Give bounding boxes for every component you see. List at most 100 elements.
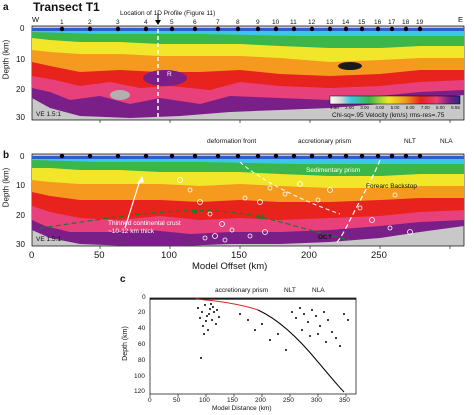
- depth-tick-a: 0: [20, 24, 25, 33]
- colorbar-tick: 4.00: [375, 105, 385, 110]
- accretionary-prism-label-b: accretionary prism: [298, 138, 352, 145]
- velocity-model-a: [31, 13, 465, 123]
- station-number: 4: [144, 19, 148, 26]
- depth-tick-b: 30: [16, 240, 25, 249]
- east-label: E: [458, 15, 464, 24]
- station-number: 19: [416, 19, 424, 26]
- nla-label-c: NLA: [312, 287, 325, 294]
- station-number: 10: [272, 19, 280, 26]
- station-number: 13: [326, 19, 334, 26]
- crust-arrowhead: [137, 176, 144, 184]
- sedimentary-prism-label: Sedimentary prism: [306, 167, 361, 174]
- station-number: 7: [216, 19, 220, 26]
- profile-location-label: Location of 1D Profile (Figure 11): [120, 10, 216, 17]
- colorbar-tick: 5.00: [390, 105, 400, 110]
- station-number: 17: [388, 19, 396, 26]
- x-tick-b: 100: [161, 250, 177, 261]
- x-tick-b: 250: [371, 250, 387, 261]
- x-tick-c: 100: [199, 397, 210, 404]
- y-axis-label-c: Depth (km): [121, 326, 129, 361]
- crust-arrow: [124, 179, 141, 229]
- panel-a-label: a: [3, 2, 9, 13]
- colorbar-tick: 8.00: [435, 105, 445, 110]
- x-tick-b: 150: [231, 250, 247, 261]
- station-number: 8: [236, 19, 240, 26]
- x-tick-b: 0: [29, 250, 35, 261]
- deformation-front-label: deformation front: [207, 138, 257, 145]
- west-label: W: [32, 15, 40, 24]
- y-tick-c: 0: [142, 294, 146, 301]
- station-number: 14: [342, 19, 350, 26]
- layer-surface: [32, 28, 464, 31]
- oc-label: OC?: [318, 234, 332, 241]
- thinned-crust-line1: Thinned continental crust: [108, 220, 181, 227]
- marker-r: R: [167, 71, 172, 78]
- x-axis-label-c: Model Distance (km): [212, 405, 272, 412]
- station-number: 2: [88, 19, 92, 26]
- depth-tick-a: 30: [16, 113, 25, 122]
- station-number: 15: [358, 19, 366, 26]
- x-tick-c: 150: [227, 397, 238, 404]
- ve-label-b: VE 1.5:1: [36, 236, 61, 243]
- station-number: 6: [193, 19, 197, 26]
- oc-line: [239, 161, 341, 215]
- ve-label-a: VE 1.5:1: [36, 111, 61, 118]
- stats-label: Chi-sq=.95 Velocity (km/s) rms-res=.75: [332, 112, 445, 119]
- x-tick-c: 50: [173, 397, 181, 404]
- nlt-label-b: NLT: [404, 138, 416, 145]
- station-number: 18: [402, 19, 410, 26]
- velocity-model-b: [31, 153, 465, 249]
- station-number: 11: [290, 19, 297, 26]
- depth-tick-b: 0: [20, 152, 25, 161]
- colorbar-tick: 7.00: [420, 105, 430, 110]
- y-tick-c: 100: [134, 373, 145, 380]
- station-number: 9: [256, 19, 260, 26]
- station-number: 16: [374, 19, 382, 26]
- depth-tick-a: 10: [16, 55, 25, 64]
- slab-curve-red: [195, 298, 259, 311]
- forearc-backstop-label: Forearc Backstop: [366, 183, 417, 190]
- y-tick-c: 20: [138, 309, 146, 316]
- slab-curve-black: [257, 309, 345, 393]
- stations-b: [59, 153, 423, 159]
- panel-b-label: b: [3, 150, 10, 161]
- x-axis-label-b: Model Offset (km): [192, 261, 268, 272]
- panel-c-label: c: [120, 274, 126, 285]
- stations: [59, 26, 423, 32]
- backstop-line: [334, 159, 381, 245]
- earthquakes-b: [177, 177, 413, 243]
- layer-surface-b: [32, 156, 464, 159]
- colorbar-tick: 3.00: [360, 105, 370, 110]
- x-tick-c: 300: [311, 397, 322, 404]
- hypocenters: [197, 303, 349, 359]
- depth-tick-a: 20: [16, 85, 25, 94]
- colorbar-tick: 1.50: [330, 105, 339, 110]
- y-tick-c: 40: [138, 325, 146, 332]
- colorbar-tick: 8.55: [451, 105, 460, 110]
- colorbar: [329, 95, 461, 105]
- x-tick-c: 200: [255, 397, 266, 404]
- transect-title: Transect T1: [33, 0, 100, 14]
- lens: [110, 90, 130, 100]
- station-number: 3: [116, 19, 120, 26]
- y-tick-c: 120: [134, 388, 145, 395]
- x-tick-c: 0: [148, 397, 152, 404]
- lens: [338, 62, 362, 70]
- x-tick-b: 50: [94, 250, 105, 261]
- depth-tick-b: 20: [16, 211, 25, 220]
- x-tick-b: 200: [301, 250, 317, 261]
- profile-arrowhead: [155, 20, 161, 25]
- seismicity-plot-c: [149, 297, 357, 397]
- x-tick-c: 250: [283, 397, 294, 404]
- colorbar-tick: 6.00: [405, 105, 415, 110]
- accretionary-prism-label-c: accretionary prism: [215, 287, 269, 294]
- lens: [143, 70, 187, 86]
- station-number: 12: [308, 19, 316, 26]
- station-number: 5: [170, 19, 174, 26]
- y-tick-c: 60: [138, 341, 146, 348]
- depth-tick-b: 10: [16, 181, 25, 190]
- colorbar-tick: 2.00: [345, 105, 354, 110]
- y-tick-c: 80: [138, 357, 146, 364]
- nla-label-b: NLA: [440, 138, 453, 145]
- nlt-label-c: NLT: [284, 287, 296, 294]
